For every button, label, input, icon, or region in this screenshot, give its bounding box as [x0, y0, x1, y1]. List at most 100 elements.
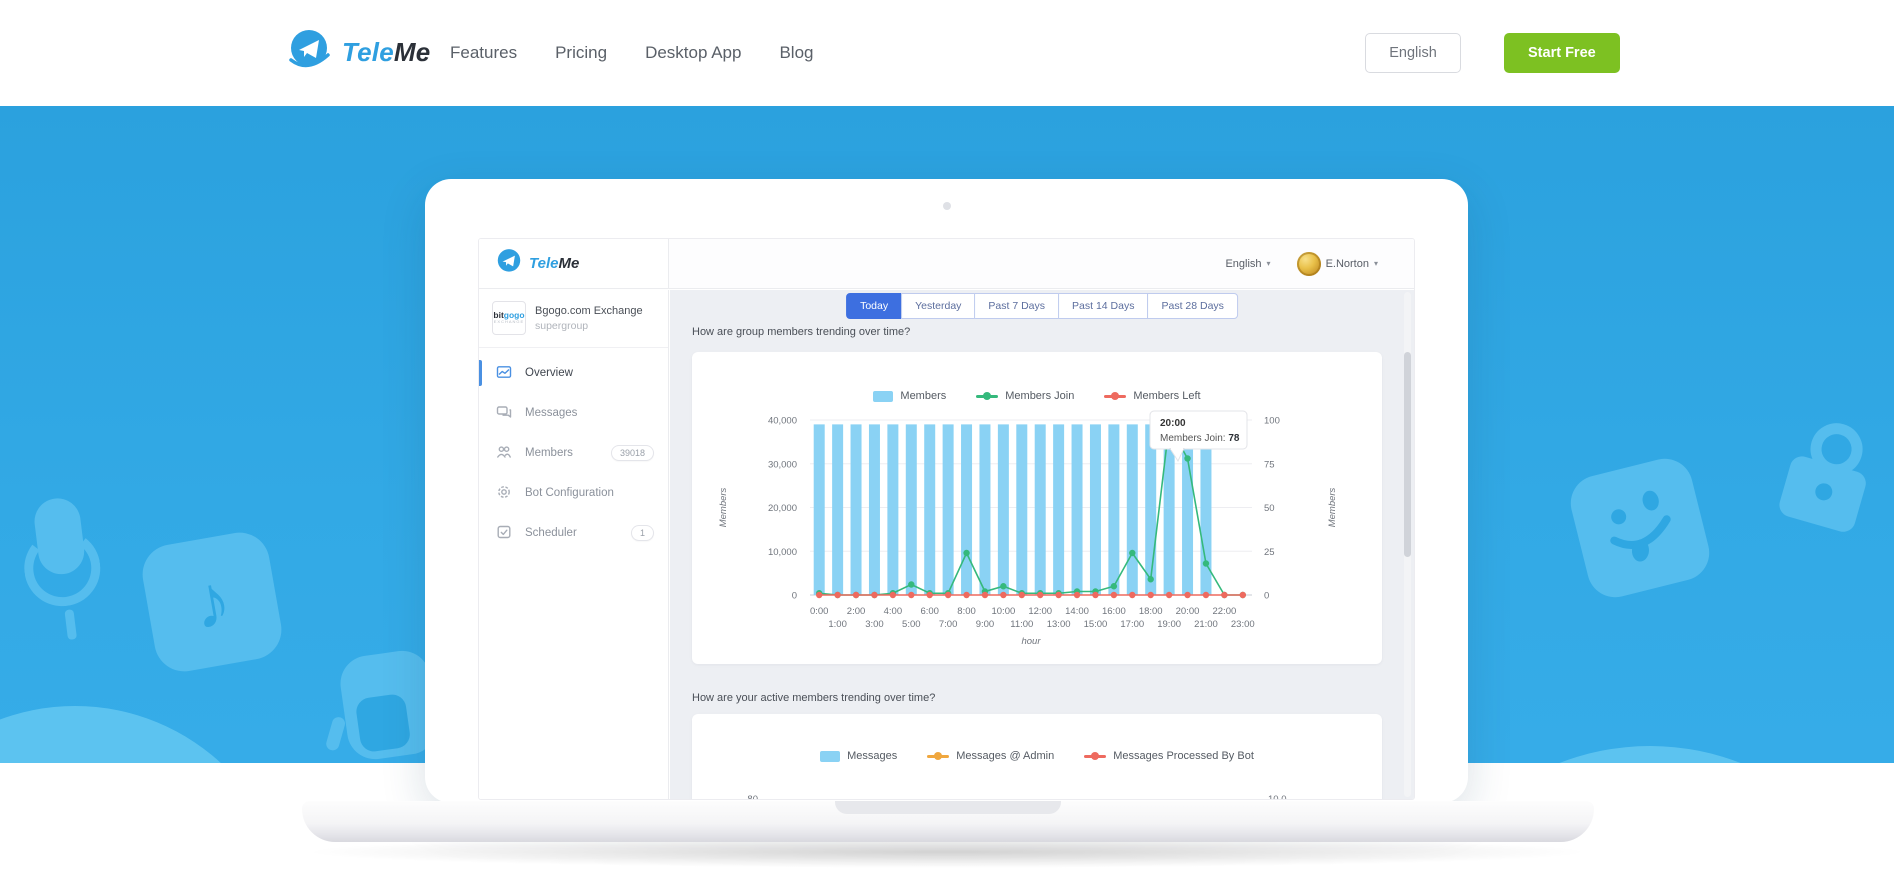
svg-text:13:00: 13:00	[1047, 619, 1071, 630]
sidebar-item-label: Scheduler	[525, 527, 577, 539]
svg-text:16:00: 16:00	[1102, 606, 1126, 617]
nav-desktop-app[interactable]: Desktop App	[645, 43, 742, 62]
svg-text:10,000: 10,000	[768, 547, 797, 558]
nav-features[interactable]: Features	[450, 43, 518, 62]
legend-item-members[interactable]: Members	[873, 390, 946, 402]
legend-label: Messages Processed By Bot	[1113, 750, 1254, 762]
svg-text:100: 100	[1264, 416, 1280, 427]
scrollbar-thumb[interactable]	[1404, 352, 1411, 557]
language-button[interactable]: English	[1365, 33, 1461, 73]
chat-icon	[496, 404, 512, 423]
svg-text:11:00: 11:00	[1010, 619, 1033, 630]
dashboard-app: TeleMe English ▾ E.Norton ▾	[478, 238, 1415, 800]
svg-text:0:00: 0:00	[810, 606, 829, 617]
tab-past-14-days[interactable]: Past 14 Days	[1058, 293, 1149, 319]
sidebar-item-messages[interactable]: Messages	[479, 393, 668, 433]
sidebar-item-members[interactable]: Members 39018	[479, 433, 668, 473]
site-header: TeleMe Features Pricing Desktop App Blog…	[0, 0, 1894, 106]
svg-text:Members: Members	[718, 487, 729, 527]
svg-text:Members: Members	[1327, 487, 1338, 527]
microphone-icon	[9, 493, 119, 655]
svg-text:17:00: 17:00	[1120, 619, 1144, 630]
group-selector[interactable]: bitgogo EXCHANGE Bgogo.com Exchange supe…	[479, 290, 668, 348]
svg-text:7:00: 7:00	[939, 619, 958, 630]
dashboard-topbar: TeleMe English ▾ E.Norton ▾	[479, 239, 1414, 289]
y-tick-left: 80	[730, 794, 758, 799]
dashboard-wordmark: TeleMe	[529, 255, 580, 272]
users-icon	[496, 444, 512, 463]
sidebar-item-label: Messages	[525, 407, 578, 419]
music-note-icon: ♪	[137, 527, 287, 677]
legend-item-messages-bot[interactable]: Messages Processed By Bot	[1084, 750, 1254, 762]
tab-yesterday[interactable]: Yesterday	[901, 293, 976, 319]
start-free-button[interactable]: Start Free	[1504, 33, 1620, 73]
svg-text:22:00: 22:00	[1212, 606, 1236, 617]
active-members-trend-card: Messages Messages @ Admin Messages Proce…	[692, 714, 1382, 799]
sidebar-item-bot-configuration[interactable]: Bot Configuration	[479, 473, 668, 513]
tab-today[interactable]: Today	[846, 293, 903, 319]
svg-text:20:00: 20:00	[1160, 418, 1186, 429]
svg-text:23:00: 23:00	[1231, 619, 1255, 630]
calendar-check-icon	[496, 524, 512, 543]
teleme-logo-icon	[288, 28, 332, 77]
nav-blog[interactable]: Blog	[779, 43, 814, 62]
sidebar-item-overview[interactable]: Overview	[479, 353, 668, 393]
svg-text:14:00: 14:00	[1065, 606, 1089, 617]
chevron-down-icon: ▾	[1266, 259, 1271, 268]
legend-label: Members Join	[1005, 390, 1075, 402]
robot-icon	[322, 641, 442, 763]
legend-item-messages[interactable]: Messages	[820, 750, 897, 762]
svg-text:4:00: 4:00	[884, 606, 903, 617]
svg-text:21:00: 21:00	[1194, 619, 1218, 630]
svg-text:hour: hour	[1021, 636, 1041, 647]
chart-legend: Messages Messages @ Admin Messages Proce…	[692, 750, 1382, 762]
scrollbar-track[interactable]	[1404, 292, 1411, 797]
legend-swatch-bar	[873, 390, 894, 402]
sidebar-menu: Overview Messages	[479, 348, 668, 553]
legend-item-members-join[interactable]: Members Join	[976, 390, 1074, 402]
legend-item-messages-admin[interactable]: Messages @ Admin	[927, 750, 1054, 762]
svg-text:15:00: 15:00	[1084, 619, 1108, 630]
svg-text:0: 0	[1264, 591, 1269, 602]
chart-legend: Members Members Join Members Left	[692, 390, 1382, 402]
svg-text:25: 25	[1264, 547, 1275, 558]
laptop-hinge-notch	[835, 801, 1061, 814]
svg-text:8:00: 8:00	[957, 606, 976, 617]
svg-text:20,000: 20,000	[768, 503, 797, 514]
gear-icon	[496, 484, 512, 503]
sidebar-item-scheduler[interactable]: Scheduler 1	[479, 513, 668, 553]
user-menu[interactable]: E.Norton ▾	[1296, 251, 1378, 276]
svg-text:9:00: 9:00	[976, 619, 995, 630]
legend-label: Members	[900, 390, 947, 402]
dashboard-logo[interactable]: TeleMe	[479, 239, 669, 288]
sidebar-item-label: Overview	[525, 367, 573, 379]
tab-past-28-days[interactable]: Past 28 Days	[1147, 293, 1238, 319]
legend-item-members-left[interactable]: Members Left	[1104, 390, 1201, 402]
music-note-glyph: ♪	[186, 557, 238, 646]
topbar-controls: English ▾ E.Norton ▾	[1225, 251, 1414, 276]
chart-question-active-members: How are your active members trending ove…	[692, 692, 936, 704]
svg-text:18:00: 18:00	[1139, 606, 1163, 617]
y-tick-right: 10.0	[1268, 794, 1287, 799]
svg-text:40,000: 40,000	[768, 416, 797, 427]
tab-past-7-days[interactable]: Past 7 Days	[974, 293, 1060, 319]
svg-text:1:00: 1:00	[828, 619, 847, 630]
members-trend-chart: 0 0 10,000 25 20,000 50 30,000 75 40,000 100 Membe…	[718, 410, 1338, 647]
svg-text:12:00: 12:00	[1028, 606, 1052, 617]
legend-label: Messages @ Admin	[956, 750, 1055, 762]
main-nav: Features Pricing Desktop App Blog	[450, 0, 814, 106]
group-name: Bgogo.com Exchange	[535, 304, 643, 317]
cloud-shape	[0, 706, 290, 763]
svg-text:Members Join: 78: Members Join: 78	[1160, 433, 1240, 444]
teleme-logo[interactable]: TeleMe	[288, 28, 430, 77]
legend-label: Members Left	[1133, 390, 1201, 402]
dashboard-language-dropdown[interactable]: English ▾	[1225, 257, 1271, 270]
nav-pricing[interactable]: Pricing	[555, 43, 608, 62]
teleme-wordmark: TeleMe	[342, 37, 431, 67]
svg-text:20:00: 20:00	[1176, 606, 1200, 617]
sidebar-item-label: Bot Configuration	[525, 487, 614, 499]
area-chart-icon	[496, 364, 512, 383]
cloud-shape	[1400, 746, 1894, 763]
date-range-tabs: Today Yesterday Past 7 Days Past 14 Days…	[846, 293, 1238, 319]
legend-swatch-line	[976, 392, 999, 400]
